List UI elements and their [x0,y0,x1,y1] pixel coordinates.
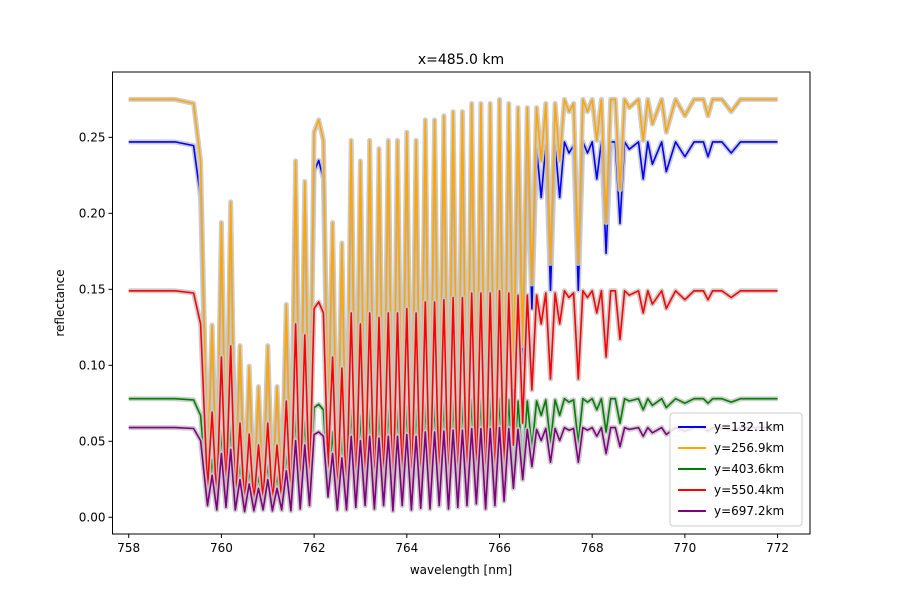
x-tick-label: 768 [581,541,604,555]
x-tick-label: 770 [673,541,696,555]
chart-title: x=485.0 km [418,52,504,68]
series-line-y-256-9km [128,98,778,499]
legend-label: y=132.1km [714,420,784,434]
x-axis-ticks: 758 760 762 764 766 768 770 772 [117,534,789,555]
y-tick-label: 0.25 [79,130,106,144]
y-tick-label: 0.10 [79,358,106,372]
y-tick-label: 0.15 [79,282,106,296]
x-tick-label: 772 [766,541,789,555]
series-line-y-550-4km [128,289,778,506]
y-tick-label: 0.00 [79,510,106,524]
x-tick-label: 766 [488,541,511,555]
y-axis-ticks: 0.00 0.05 0.10 0.15 0.20 0.25 [79,130,113,524]
y-tick-label: 0.05 [79,434,106,448]
legend-box [669,412,803,527]
plot-frame [112,71,811,535]
y-tick-label: 0.20 [79,206,106,220]
legend: y=132.1km y=256.9km y=403.6km y=550.4km y=69… [669,412,803,527]
series-line-y-697-2km [128,426,778,513]
x-tick-label: 758 [117,541,140,555]
y-axis-label: reflectance [53,269,67,336]
legend-label: y=403.6km [714,462,784,476]
plot-layer [128,96,778,515]
x-axis-label: wavelength [nm] [410,563,512,577]
legend-label: y=550.4km [714,483,784,497]
x-tick-label: 764 [395,541,418,555]
legend-label: y=256.9km [714,441,784,455]
x-tick-label: 762 [303,541,326,555]
legend-label: y=697.2km [714,504,784,518]
x-tick-label: 760 [210,541,233,555]
